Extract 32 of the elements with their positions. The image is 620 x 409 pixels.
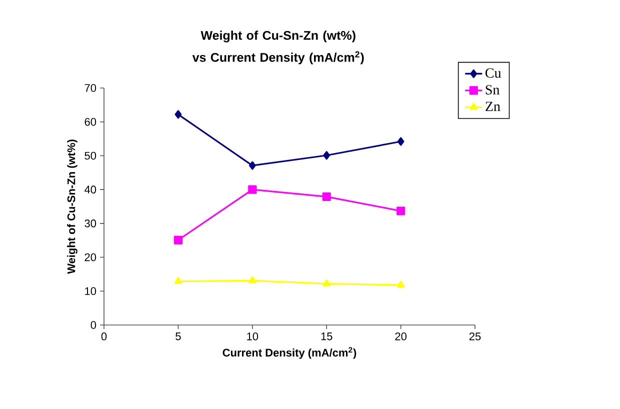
point: [322, 279, 330, 286]
y-tick-label: 0: [90, 321, 96, 329]
y-tick-label: 70: [84, 84, 96, 92]
point: [397, 137, 404, 146]
x-tick-label: 20: [395, 332, 406, 340]
y-tick-label: 50: [84, 152, 96, 160]
y-axis-title: Weight of Cu-Sn-Zn (wt%): [67, 140, 78, 274]
x-tick-label: 25: [469, 332, 481, 340]
y-tick-label: 60: [84, 118, 96, 126]
x-tick-label: 5: [176, 332, 181, 340]
y-tick-label: 30: [84, 220, 96, 228]
point: [174, 110, 182, 119]
x-tick-label: 15: [321, 332, 332, 340]
y-tick-label: 40: [84, 186, 96, 194]
point: [396, 280, 405, 288]
point: [322, 192, 331, 201]
chart-title: Weight of Cu-Sn-Zn (wt%) vs Current Density (mA/cm$^{2}$): [192, 30, 364, 64]
legend-label: Sn: [486, 85, 500, 94]
point: [174, 277, 182, 284]
legend-label: Cu: [486, 68, 502, 78]
legend-label: Zn: [486, 102, 500, 111]
y-tick-label: 10: [85, 287, 96, 296]
point: [323, 151, 330, 160]
x-axis-title: Current Density (mA/cm$^{2}$): [222, 347, 356, 359]
point: [248, 161, 256, 170]
point: [248, 276, 256, 284]
y-tick-label: 20: [84, 253, 96, 262]
point: [174, 236, 183, 244]
x-tick-label: 10: [247, 332, 258, 340]
x-tick-label: 0: [101, 332, 107, 340]
point: [248, 185, 257, 194]
point: [396, 206, 406, 216]
